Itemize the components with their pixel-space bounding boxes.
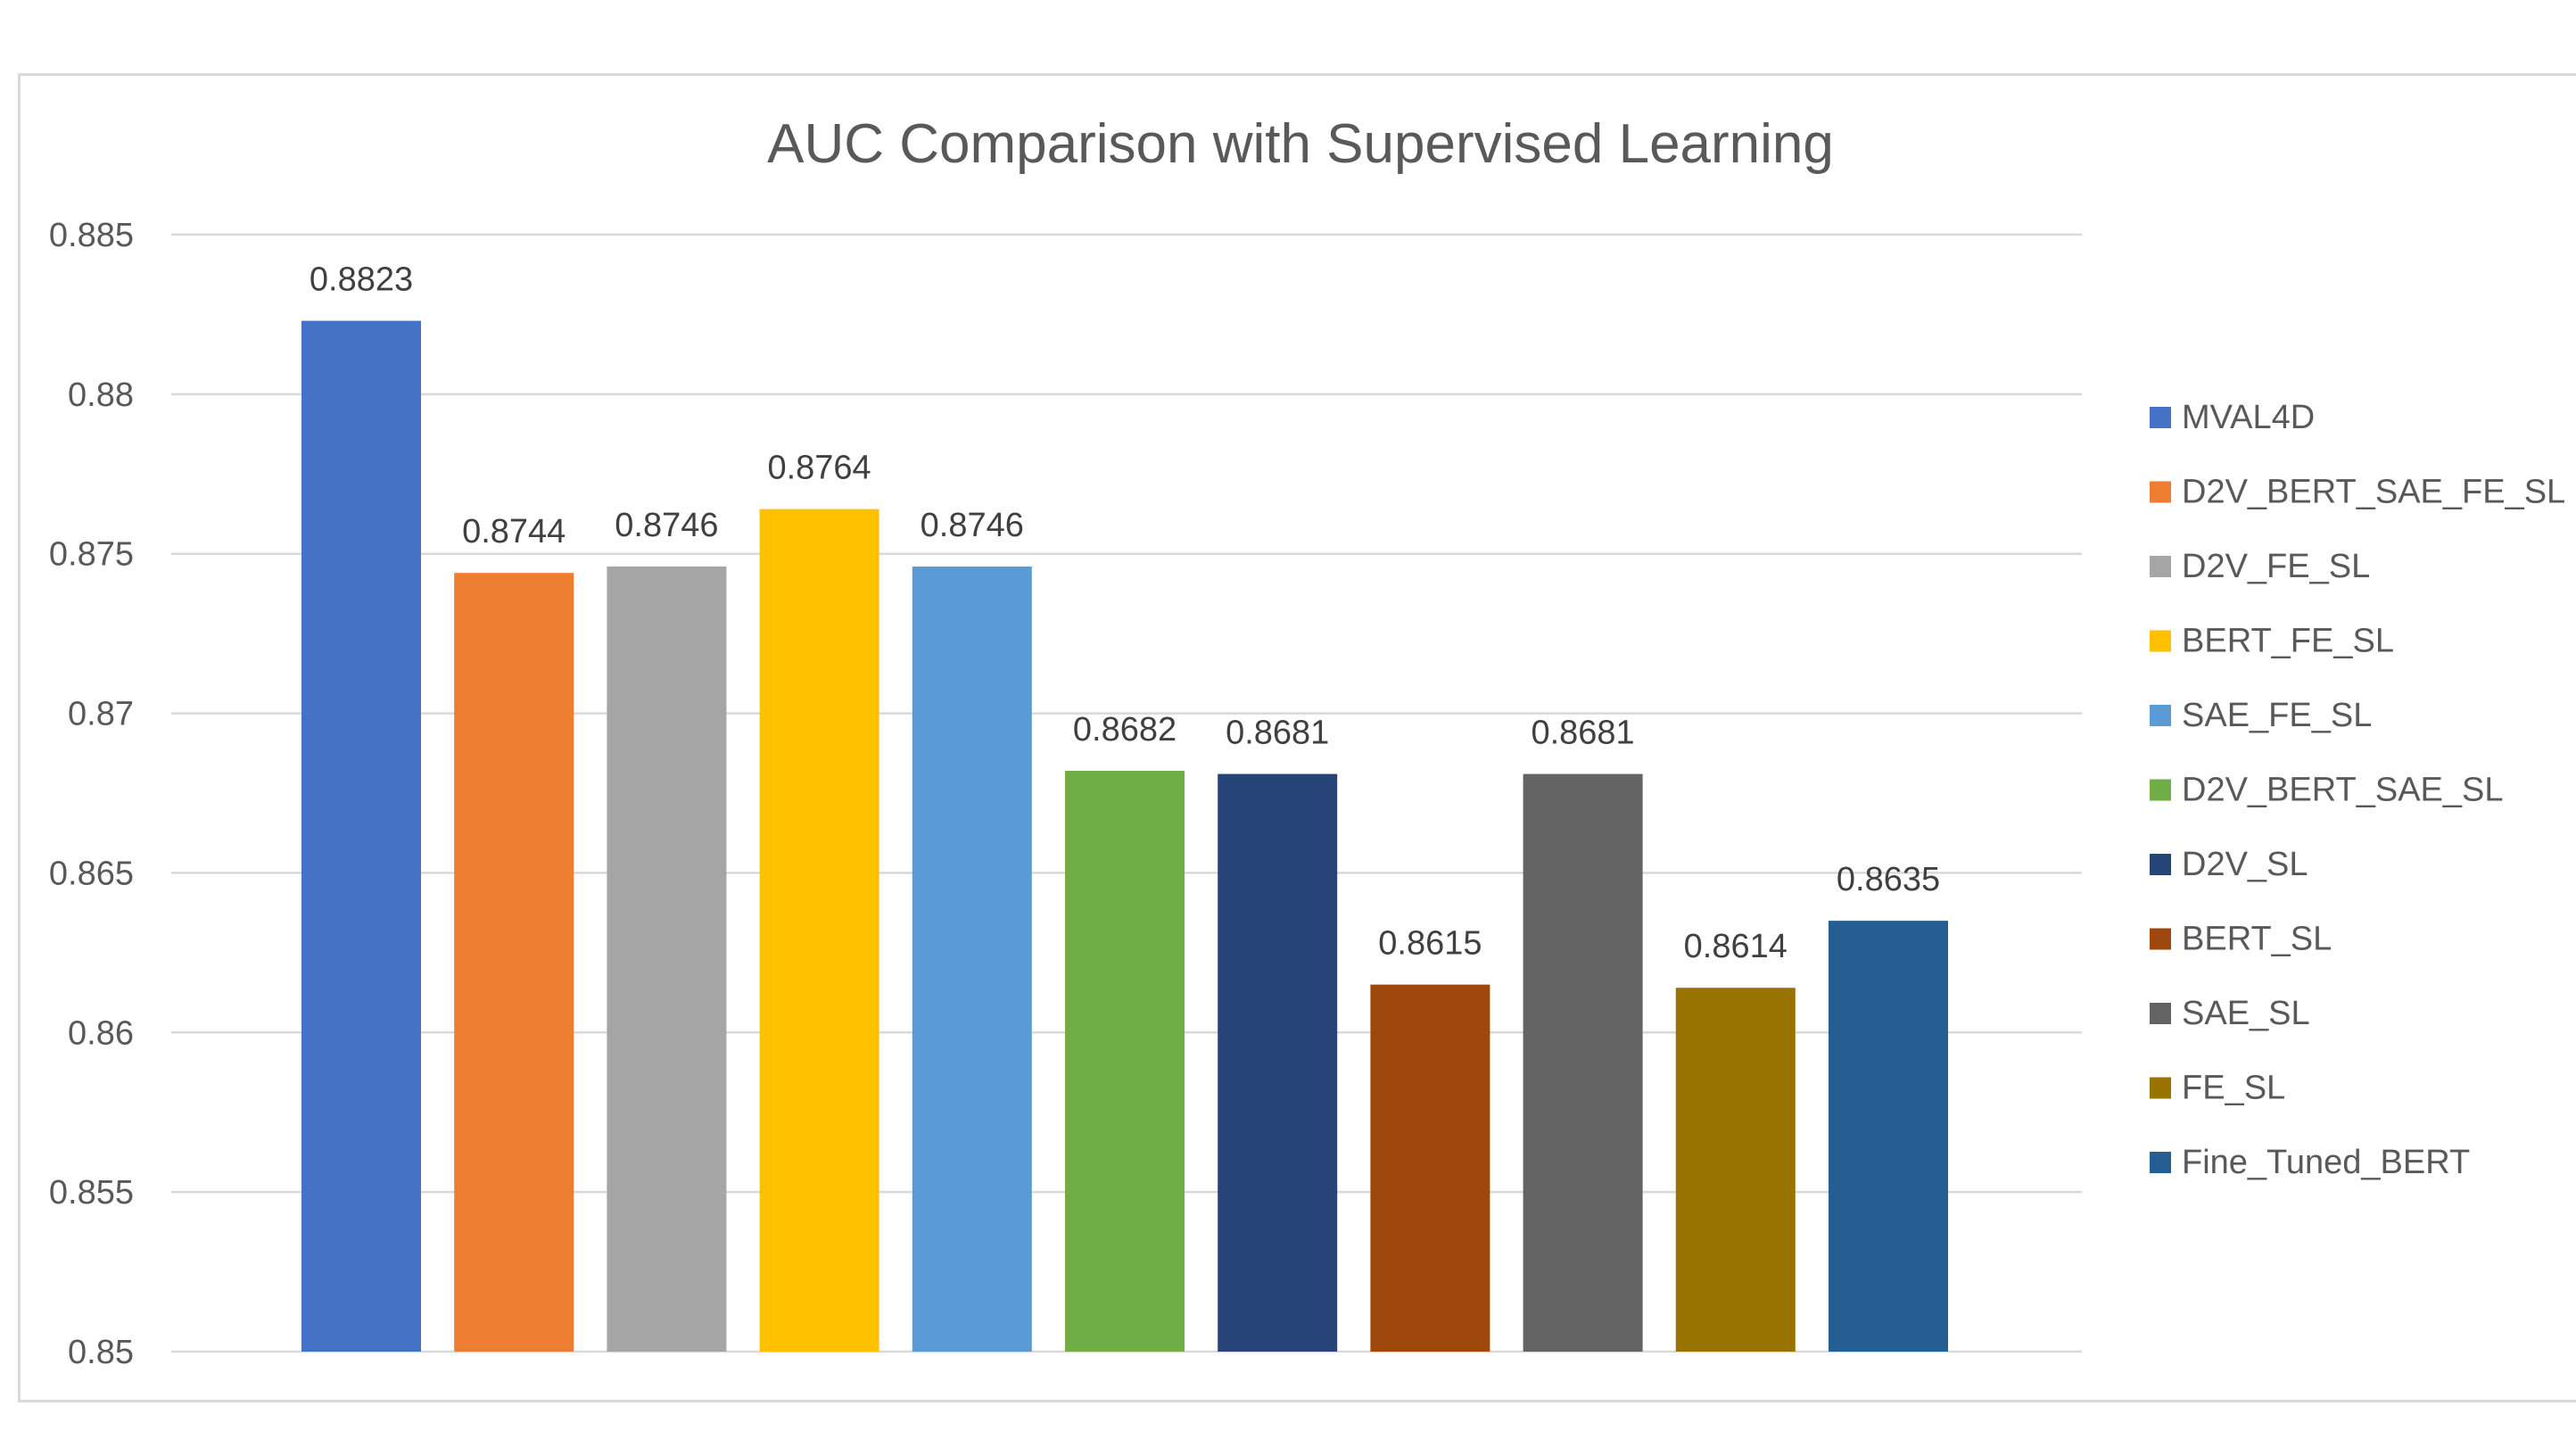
legend-label: FE_SL: [2182, 1070, 2285, 1107]
bar-mval4d[interactable]: [301, 320, 421, 1352]
data-label: 0.8682: [1073, 711, 1177, 749]
bar-bert-sl[interactable]: [1370, 984, 1490, 1352]
legend-swatch: [2150, 630, 2171, 652]
legend-label: D2V_BERT_SAE_FE_SL: [2182, 474, 2565, 511]
legend-label: D2V_BERT_SAE_SL: [2182, 772, 2504, 809]
bar-d2v-sl[interactable]: [1218, 773, 1338, 1352]
data-labels: 0.8823 0.8744 0.8746 0.8764 0.8746 0.8682 0.86…: [310, 261, 1940, 966]
bar-bert-fe-sl[interactable]: [759, 509, 879, 1352]
data-label: 0.8746: [921, 507, 1024, 544]
legend-label: BERT_FE_SL: [2182, 623, 2394, 660]
legend-item-bert-fe-sl[interactable]: BERT_FE_SL: [2150, 623, 2394, 660]
legend-swatch: [2150, 556, 2171, 577]
legend-swatch: [2150, 779, 2171, 801]
bar-sae-sl[interactable]: [1523, 773, 1643, 1352]
legend-item-fine-tuned-bert[interactable]: Fine_Tuned_BERT: [2150, 1144, 2470, 1181]
legend-swatch: [2150, 1077, 2171, 1099]
bar-sae-fe-sl[interactable]: [912, 567, 1032, 1352]
y-tick-label: 0.875: [49, 536, 134, 574]
chart-title: AUC Comparison with Supervised Learning: [767, 113, 1834, 175]
legend-label: D2V_SL: [2182, 846, 2308, 883]
legend-item-d2v-fe-sl[interactable]: D2V_FE_SL: [2150, 548, 2370, 585]
legend-swatch: [2150, 854, 2171, 875]
data-label: 0.8614: [1684, 928, 1788, 965]
y-tick-label: 0.885: [49, 217, 134, 254]
legend-swatch: [2150, 928, 2171, 950]
legend-item-sae-sl[interactable]: SAE_SL: [2150, 995, 2310, 1032]
data-label: 0.8764: [767, 450, 871, 487]
y-axis-ticks: 0.85 0.855 0.86 0.865 0.87 0.875 0.88 0.885: [49, 217, 134, 1371]
data-label: 0.8744: [462, 513, 566, 550]
data-label: 0.8635: [1837, 861, 1940, 898]
legend[interactable]: MVAL4D D2V_BERT_SAE_FE_SL D2V_FE_SL BERT_FE…: [2150, 399, 2565, 1181]
chart-frame: [18, 73, 2576, 1402]
bar-fe-sl[interactable]: [1675, 988, 1796, 1352]
y-tick-label: 0.865: [49, 855, 134, 892]
legend-label: SAE_SL: [2182, 995, 2310, 1032]
legend-item-d2v-bert-sae-fe-sl[interactable]: D2V_BERT_SAE_FE_SL: [2150, 474, 2565, 511]
data-label: 0.8746: [615, 507, 718, 544]
data-label: 0.8681: [1531, 715, 1634, 752]
data-label: 0.8681: [1226, 715, 1329, 752]
bar-d2v-fe-sl[interactable]: [607, 567, 727, 1352]
legend-label: MVAL4D: [2182, 399, 2315, 436]
legend-label: BERT_SL: [2182, 921, 2332, 958]
legend-item-mval4d[interactable]: MVAL4D: [2150, 399, 2315, 436]
legend-item-d2v-sl[interactable]: D2V_SL: [2150, 846, 2308, 883]
legend-item-d2v-bert-sae-sl[interactable]: D2V_BERT_SAE_SL: [2150, 772, 2504, 809]
y-tick-label: 0.88: [68, 376, 134, 414]
legend-label: SAE_FE_SL: [2182, 697, 2372, 734]
bar-d2v-bert-sae-fe-sl[interactable]: [454, 573, 574, 1352]
legend-swatch: [2150, 407, 2171, 428]
legend-item-bert-sl[interactable]: BERT_SL: [2150, 921, 2332, 958]
legend-item-sae-fe-sl[interactable]: SAE_FE_SL: [2150, 697, 2372, 734]
legend-swatch: [2150, 481, 2171, 503]
bar-fine-tuned-bert[interactable]: [1829, 921, 1948, 1352]
y-tick-label: 0.87: [68, 696, 134, 733]
y-tick-label: 0.85: [68, 1334, 134, 1371]
legend-swatch: [2150, 1152, 2171, 1173]
legend-item-fe-sl[interactable]: FE_SL: [2150, 1070, 2285, 1107]
legend-label: D2V_FE_SL: [2182, 548, 2370, 585]
bars: [301, 320, 1948, 1352]
data-label: 0.8823: [310, 261, 413, 299]
legend-swatch: [2150, 1003, 2171, 1024]
bar-d2v-bert-sae-sl[interactable]: [1065, 770, 1185, 1352]
y-tick-label: 0.855: [49, 1174, 134, 1212]
legend-swatch: [2150, 705, 2171, 726]
legend-label: Fine_Tuned_BERT: [2182, 1144, 2470, 1181]
y-tick-label: 0.86: [68, 1014, 134, 1052]
data-label: 0.8615: [1378, 925, 1482, 963]
